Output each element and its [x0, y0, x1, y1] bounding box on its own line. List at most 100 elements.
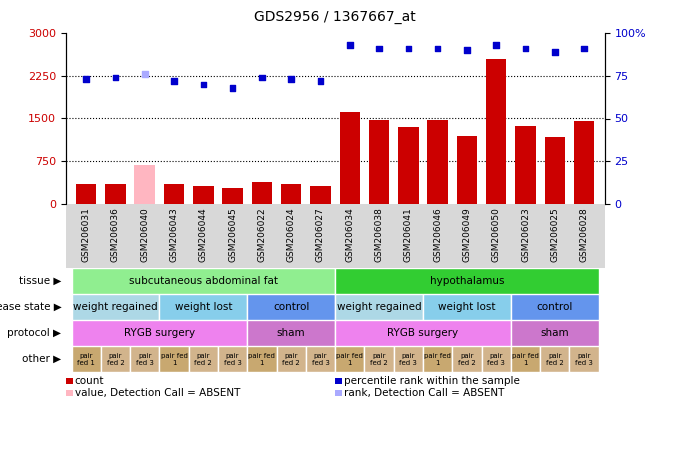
Text: GDS2956 / 1367667_at: GDS2956 / 1367667_at — [254, 9, 416, 24]
Text: pair
fed 3: pair fed 3 — [224, 353, 242, 365]
Bar — [335, 346, 364, 372]
Text: tissue ▶: tissue ▶ — [19, 276, 61, 286]
Text: GSM206038: GSM206038 — [375, 207, 384, 262]
Point — [432, 45, 443, 52]
Bar — [335, 320, 511, 346]
Bar — [189, 346, 218, 372]
Point — [344, 41, 355, 49]
Text: pair
fed 3: pair fed 3 — [575, 353, 593, 365]
Point — [81, 75, 92, 83]
Text: value, Detection Call = ABSENT: value, Detection Call = ABSENT — [75, 388, 240, 398]
Bar — [511, 294, 599, 320]
Bar — [71, 320, 247, 346]
Bar — [130, 346, 160, 372]
Bar — [398, 127, 419, 204]
Text: GSM206046: GSM206046 — [433, 207, 442, 262]
Text: weight lost: weight lost — [175, 302, 232, 312]
Text: pair
fed 3: pair fed 3 — [399, 353, 417, 365]
Bar — [540, 346, 569, 372]
Bar — [105, 184, 126, 204]
Text: RYGB surgery: RYGB surgery — [388, 328, 459, 338]
Bar — [511, 320, 599, 346]
Bar — [71, 268, 335, 294]
Bar — [247, 294, 335, 320]
Text: GSM206023: GSM206023 — [521, 207, 530, 262]
Text: GSM206041: GSM206041 — [404, 207, 413, 262]
Text: pair
fed 2: pair fed 2 — [546, 353, 564, 365]
Point — [549, 48, 560, 56]
Bar — [457, 136, 477, 204]
Bar — [71, 294, 160, 320]
Point — [198, 81, 209, 88]
Point — [169, 77, 180, 85]
Text: pair
fed 3: pair fed 3 — [136, 353, 153, 365]
Point — [256, 74, 267, 82]
Bar — [369, 119, 389, 204]
Bar — [339, 112, 360, 204]
Point — [315, 77, 326, 85]
Bar — [569, 346, 599, 372]
Bar — [76, 184, 97, 204]
Text: subcutaneous abdominal fat: subcutaneous abdominal fat — [129, 276, 278, 286]
Bar — [223, 188, 243, 204]
Text: weight regained: weight regained — [73, 302, 158, 312]
Text: GSM206049: GSM206049 — [462, 207, 471, 262]
Text: GSM206025: GSM206025 — [550, 207, 559, 262]
Bar — [252, 182, 272, 204]
Point — [578, 45, 589, 52]
Bar — [281, 184, 301, 204]
Text: hypothalamus: hypothalamus — [430, 276, 504, 286]
Point — [285, 75, 296, 83]
Bar — [218, 346, 247, 372]
Text: pair
fed 3: pair fed 3 — [312, 353, 330, 365]
Bar — [511, 346, 540, 372]
Text: pair
fed 2: pair fed 2 — [283, 353, 300, 365]
Bar — [164, 184, 184, 204]
Text: pair fed
1: pair fed 1 — [160, 353, 187, 365]
Text: control: control — [537, 302, 573, 312]
Bar — [453, 346, 482, 372]
Text: pair
fed 2: pair fed 2 — [370, 353, 388, 365]
Point — [462, 46, 473, 54]
Text: other ▶: other ▶ — [22, 354, 61, 364]
Bar — [335, 268, 599, 294]
Text: pair fed
1: pair fed 1 — [249, 353, 275, 365]
Text: pair
fed 2: pair fed 2 — [458, 353, 476, 365]
Point — [491, 41, 502, 49]
Text: rank, Detection Call = ABSENT: rank, Detection Call = ABSENT — [344, 388, 504, 398]
Bar — [482, 346, 511, 372]
Bar — [276, 346, 306, 372]
Point — [227, 84, 238, 91]
Text: GSM206044: GSM206044 — [199, 207, 208, 262]
Point — [110, 74, 121, 82]
Point — [374, 45, 385, 52]
Bar — [394, 346, 423, 372]
Bar — [101, 346, 130, 372]
Bar — [335, 294, 423, 320]
Text: pair
fed 1: pair fed 1 — [77, 353, 95, 365]
Bar — [428, 120, 448, 204]
Bar — [193, 186, 214, 204]
Bar — [71, 346, 101, 372]
Text: count: count — [75, 376, 104, 386]
Text: weight lost: weight lost — [438, 302, 495, 312]
Text: pair
fed 3: pair fed 3 — [487, 353, 505, 365]
Text: GSM206024: GSM206024 — [287, 207, 296, 262]
Bar — [247, 320, 335, 346]
Text: protocol ▶: protocol ▶ — [8, 328, 61, 338]
Text: GSM206031: GSM206031 — [82, 207, 91, 262]
Bar — [306, 346, 335, 372]
Bar — [247, 346, 276, 372]
Text: pair
fed 2: pair fed 2 — [194, 353, 212, 365]
Text: GSM206034: GSM206034 — [346, 207, 354, 262]
Text: pair fed
1: pair fed 1 — [512, 353, 539, 365]
Text: GSM206040: GSM206040 — [140, 207, 149, 262]
Text: RYGB surgery: RYGB surgery — [124, 328, 195, 338]
Text: GSM206022: GSM206022 — [258, 207, 267, 262]
Point — [403, 45, 414, 52]
Point — [139, 70, 150, 78]
Text: pair fed
1: pair fed 1 — [337, 353, 363, 365]
Bar — [160, 346, 189, 372]
Text: GSM206043: GSM206043 — [169, 207, 178, 262]
Text: sham: sham — [540, 328, 569, 338]
